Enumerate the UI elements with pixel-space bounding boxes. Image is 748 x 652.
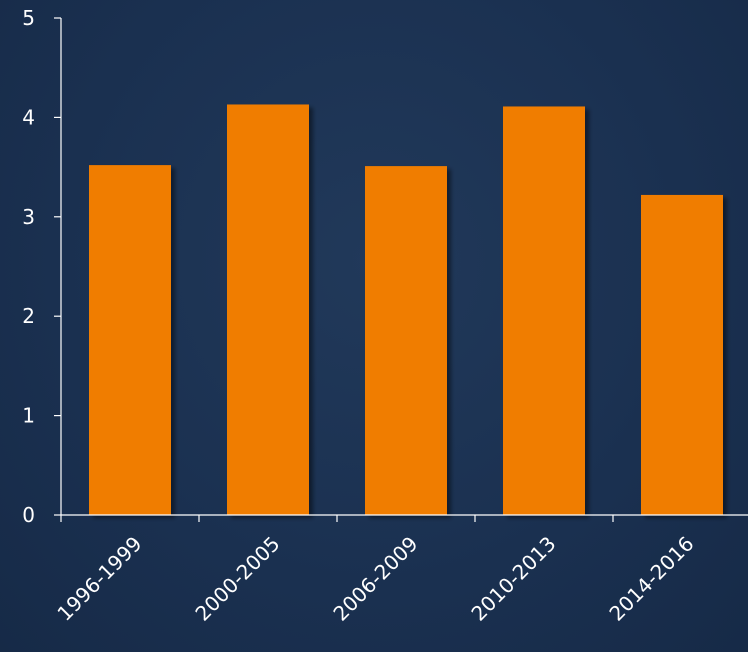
y-tick-label: 4 [22,105,35,129]
x-category-label: 1996-1999 [52,532,146,626]
y-tick-label: 3 [22,205,35,229]
y-tick-label: 2 [22,304,35,328]
y-tick-label: 1 [22,404,35,428]
y-tick-label: 0 [22,503,35,527]
bar-2010-2013 [503,106,585,515]
x-axis-labels: 1996-1999 2000-2005 2006-2009 2010-2013 2014… [52,532,698,626]
y-tick-label: 5 [22,6,35,30]
bars-group [89,104,723,515]
x-axis-ticks [60,515,614,522]
bar-2014-2016 [641,194,723,515]
x-category-label: 2000-2005 [190,532,284,626]
x-category-label: 2014-2016 [604,532,698,626]
y-axis-ticks: 0 1 2 3 4 5 [22,6,61,527]
bar-2000-2005 [227,104,309,515]
bar-1996-1999 [89,165,171,515]
bar-2006-2009 [365,166,447,515]
x-category-label: 2006-2009 [328,532,422,626]
x-category-label: 2010-2013 [466,532,560,626]
